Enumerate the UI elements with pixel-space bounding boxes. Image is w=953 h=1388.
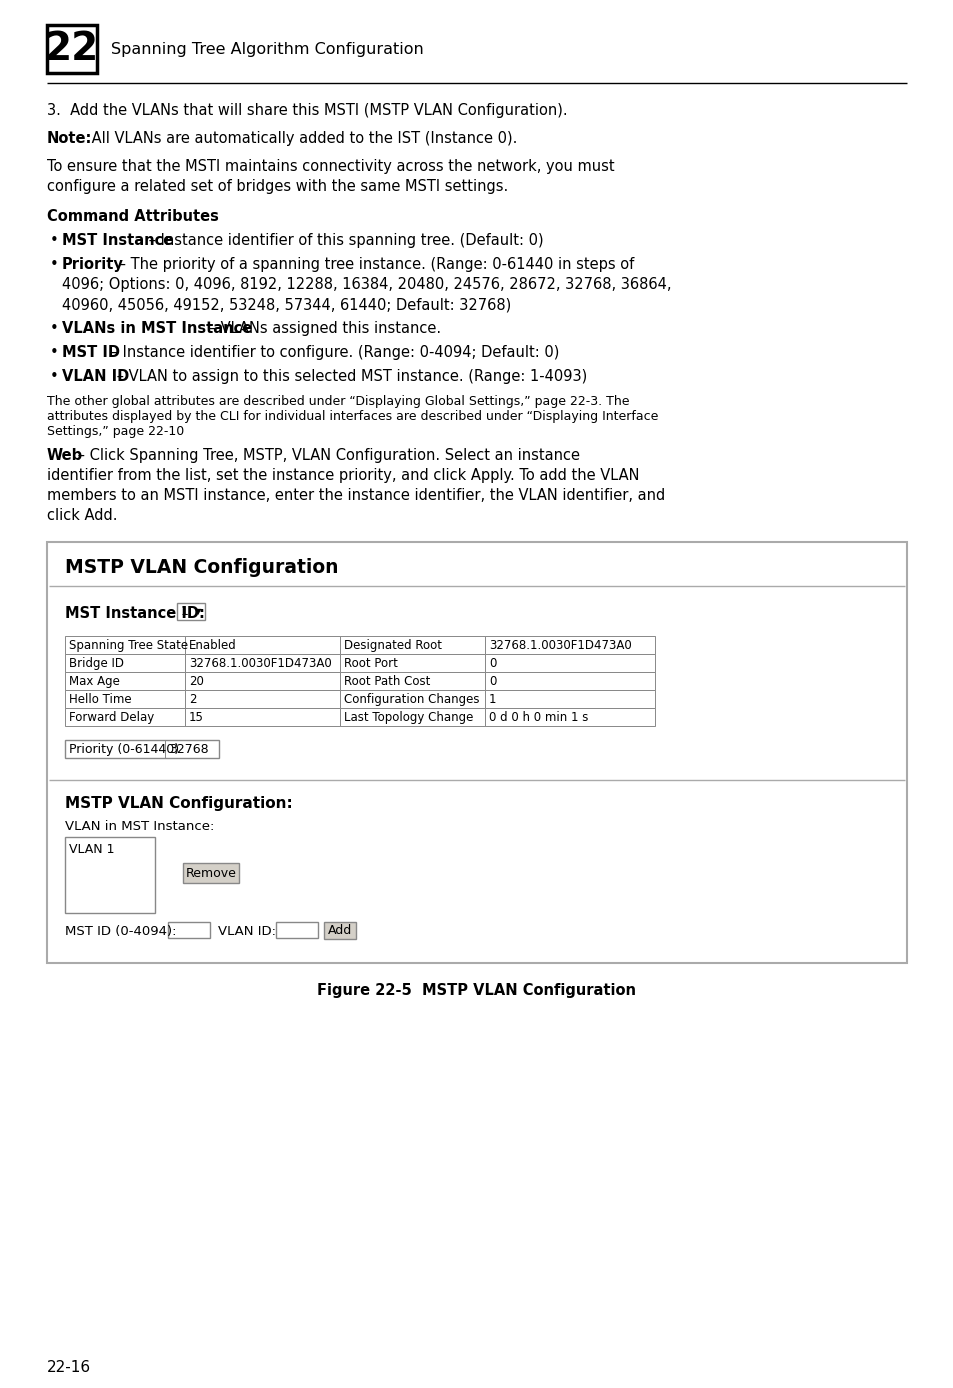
Bar — [484, 672, 655, 690]
Bar — [185, 690, 339, 708]
Bar — [339, 690, 484, 708]
Text: MSTP VLAN Configuration: MSTP VLAN Configuration — [65, 558, 338, 577]
Text: members to an MSTI instance, enter the instance identifier, the VLAN identifier,: members to an MSTI instance, enter the i… — [47, 489, 664, 502]
Text: MST ID: MST ID — [62, 346, 120, 359]
Text: – Click Spanning Tree, MSTP, VLAN Configuration. Select an instance: – Click Spanning Tree, MSTP, VLAN Config… — [73, 448, 579, 464]
Text: – VLANs assigned this instance.: – VLANs assigned this instance. — [204, 321, 440, 336]
Bar — [185, 672, 339, 690]
Bar — [65, 672, 185, 690]
Text: •: • — [50, 233, 59, 248]
Text: VLAN ID: VLAN ID — [62, 369, 129, 384]
Bar — [339, 654, 484, 672]
Text: Last Topology Change: Last Topology Change — [344, 711, 473, 723]
Text: VLAN ID:: VLAN ID: — [218, 924, 275, 938]
Bar — [484, 690, 655, 708]
Text: Web: Web — [47, 448, 83, 464]
Text: 0: 0 — [489, 675, 496, 687]
Text: Max Age: Max Age — [69, 675, 120, 687]
Text: Note:: Note: — [47, 130, 92, 146]
Text: click Add.: click Add. — [47, 508, 117, 523]
Bar — [65, 740, 219, 758]
Text: VLAN 1: VLAN 1 — [69, 843, 114, 855]
Text: – VLAN to assign to this selected MST instance. (Range: 1-4093): – VLAN to assign to this selected MST in… — [112, 369, 587, 384]
Text: 22: 22 — [45, 31, 99, 68]
Text: Spanning Tree Algorithm Configuration: Spanning Tree Algorithm Configuration — [111, 42, 423, 57]
Text: configure a related set of bridges with the same MSTI settings.: configure a related set of bridges with … — [47, 179, 508, 194]
Text: To ensure that the MSTI maintains connectivity across the network, you must: To ensure that the MSTI maintains connec… — [47, 160, 614, 174]
Text: •: • — [50, 369, 59, 384]
Text: 4096; Options: 0, 4096, 8192, 12288, 16384, 20480, 24576, 28672, 32768, 36864,: 4096; Options: 0, 4096, 8192, 12288, 163… — [62, 278, 671, 291]
Bar — [275, 922, 317, 938]
Text: 0: 0 — [489, 657, 496, 669]
Text: 32768: 32768 — [169, 743, 209, 755]
Text: •: • — [50, 346, 59, 359]
Text: The other global attributes are described under “Displaying Global Settings,” pa: The other global attributes are describe… — [47, 396, 629, 408]
Text: 32768.1.0030F1D473A0: 32768.1.0030F1D473A0 — [489, 638, 631, 651]
Bar — [65, 636, 185, 654]
Text: VLAN in MST Instance:: VLAN in MST Instance: — [65, 820, 214, 833]
Text: Command Attributes: Command Attributes — [47, 210, 218, 223]
Text: 1: 1 — [489, 693, 496, 705]
Text: Forward Delay: Forward Delay — [69, 711, 154, 723]
Text: •: • — [50, 321, 59, 336]
Text: 3.  Add the VLANs that will share this MSTI (MSTP VLAN Configuration).: 3. Add the VLANs that will share this MS… — [47, 103, 567, 118]
Text: – The priority of a spanning tree instance. (Range: 0-61440 in steps of: – The priority of a spanning tree instan… — [113, 257, 634, 272]
Bar — [484, 654, 655, 672]
Text: Remove: Remove — [186, 866, 236, 880]
Bar — [339, 708, 484, 726]
Bar — [183, 863, 239, 883]
Text: Add: Add — [328, 924, 352, 937]
Bar — [324, 922, 355, 940]
Bar — [47, 541, 906, 963]
Text: 15: 15 — [189, 711, 204, 723]
Text: 20: 20 — [189, 675, 204, 687]
Text: MSTP VLAN Configuration:: MSTP VLAN Configuration: — [65, 795, 293, 811]
Bar — [484, 708, 655, 726]
Text: MST ID (0-4094):: MST ID (0-4094): — [65, 924, 176, 938]
Bar — [65, 708, 185, 726]
Bar — [65, 837, 154, 913]
Bar — [185, 708, 339, 726]
Text: MST Instance: MST Instance — [62, 233, 173, 248]
Text: Priority: Priority — [62, 257, 124, 272]
Bar — [168, 922, 210, 938]
Text: 32768.1.0030F1D473A0: 32768.1.0030F1D473A0 — [189, 657, 332, 669]
Bar — [47, 25, 97, 74]
Text: MST Instance ID:: MST Instance ID: — [65, 607, 205, 620]
Bar — [185, 636, 339, 654]
Bar — [339, 636, 484, 654]
Text: Priority (0-61440): Priority (0-61440) — [69, 743, 179, 755]
Text: – Instance identifier of this spanning tree. (Default: 0): – Instance identifier of this spanning t… — [144, 233, 543, 248]
Bar — [339, 672, 484, 690]
Bar — [65, 690, 185, 708]
Text: VLANs in MST Instance: VLANs in MST Instance — [62, 321, 252, 336]
Bar — [65, 654, 185, 672]
Text: 40960, 45056, 49152, 53248, 57344, 61440; Default: 32768): 40960, 45056, 49152, 53248, 57344, 61440… — [62, 297, 511, 312]
Text: attributes displayed by the CLI for individual interfaces are described under “D: attributes displayed by the CLI for indi… — [47, 409, 658, 423]
Text: – Instance identifier to configure. (Range: 0-4094; Default: 0): – Instance identifier to configure. (Ran… — [106, 346, 558, 359]
Text: Configuration Changes: Configuration Changes — [344, 693, 479, 705]
Bar — [484, 636, 655, 654]
Text: All VLANs are automatically added to the IST (Instance 0).: All VLANs are automatically added to the… — [87, 130, 517, 146]
Text: Root Path Cost: Root Path Cost — [344, 675, 430, 687]
Text: identifier from the list, set the instance priority, and click Apply. To add the: identifier from the list, set the instan… — [47, 468, 639, 483]
Text: Enabled: Enabled — [189, 638, 236, 651]
Text: •: • — [50, 257, 59, 272]
Text: 0 d 0 h 0 min 1 s: 0 d 0 h 0 min 1 s — [489, 711, 588, 723]
Text: ▼: ▼ — [194, 607, 201, 616]
Text: Designated Root: Designated Root — [344, 638, 441, 651]
Text: Spanning Tree State: Spanning Tree State — [69, 638, 188, 651]
Text: 2: 2 — [189, 693, 196, 705]
Bar — [177, 602, 205, 620]
Bar — [185, 654, 339, 672]
Text: Figure 22-5  MSTP VLAN Configuration: Figure 22-5 MSTP VLAN Configuration — [317, 983, 636, 998]
Text: Bridge ID: Bridge ID — [69, 657, 124, 669]
Text: 22-16: 22-16 — [47, 1360, 91, 1376]
Text: 1: 1 — [181, 605, 189, 618]
Text: Hello Time: Hello Time — [69, 693, 132, 705]
Text: Root Port: Root Port — [344, 657, 397, 669]
Text: Settings,” page 22-10: Settings,” page 22-10 — [47, 425, 184, 439]
